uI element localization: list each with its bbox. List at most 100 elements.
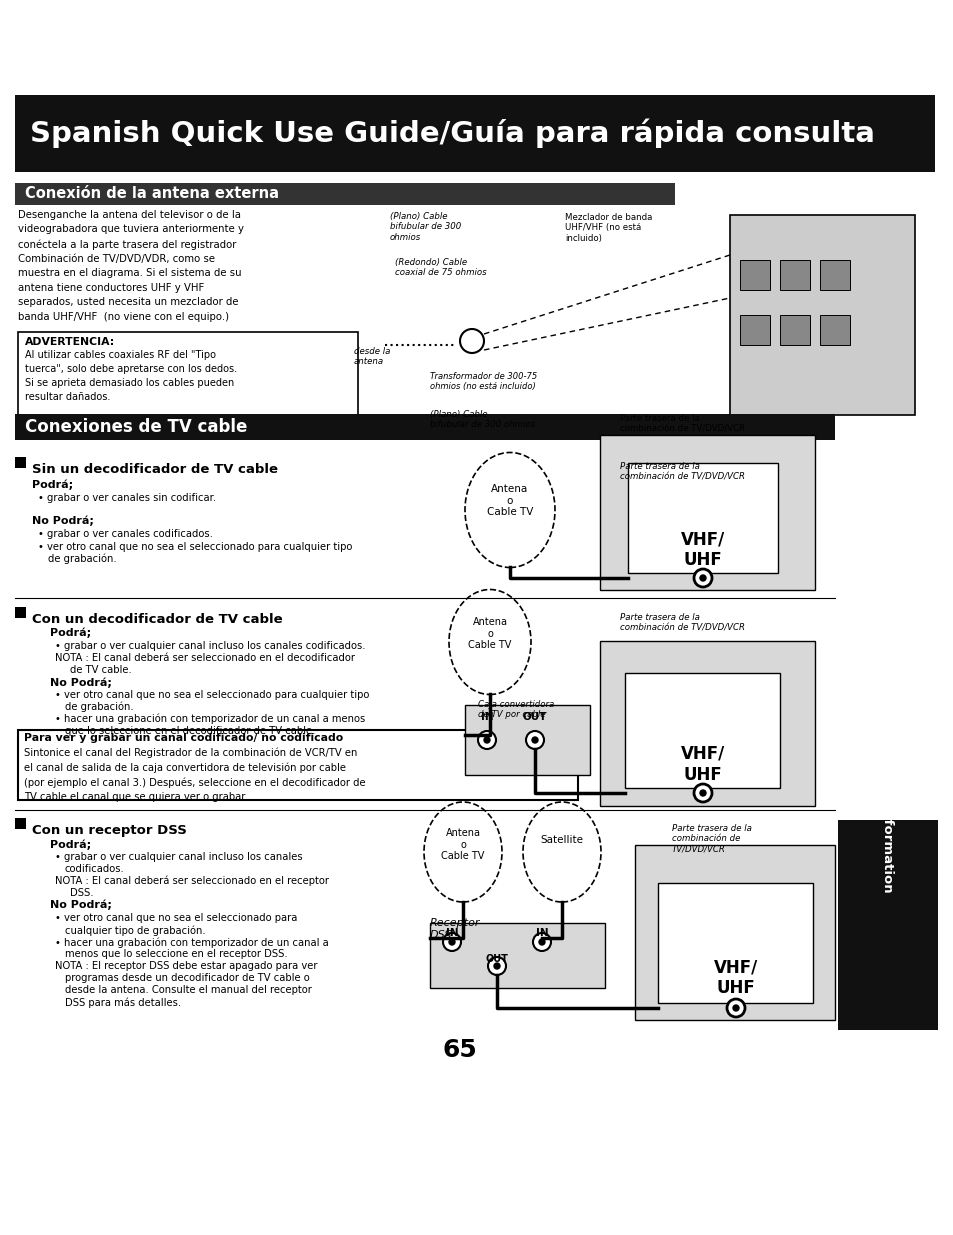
Text: Antena
o
Cable TV: Antena o Cable TV bbox=[441, 827, 484, 861]
Bar bbox=[780, 315, 809, 345]
Circle shape bbox=[726, 999, 744, 1016]
Text: OUT: OUT bbox=[522, 713, 547, 722]
Text: de TV cable.: de TV cable. bbox=[70, 664, 132, 676]
Text: DSS para más detalles.: DSS para más detalles. bbox=[65, 997, 181, 1008]
Text: Parte trasera de la
combinación de TV/DVD/VCR: Parte trasera de la combinación de TV/DV… bbox=[619, 613, 744, 632]
Circle shape bbox=[494, 963, 499, 969]
Text: (Plano) Cable
bifubular de 300 ohmios: (Plano) Cable bifubular de 300 ohmios bbox=[430, 410, 535, 430]
Text: Para ver y grabar un canal codificado/ no codificado: Para ver y grabar un canal codificado/ n… bbox=[24, 734, 343, 743]
Circle shape bbox=[700, 790, 705, 797]
Bar bbox=[599, 435, 814, 590]
Text: NOTA : El canal deberá ser seleccionado en el receptor: NOTA : El canal deberá ser seleccionado … bbox=[55, 876, 329, 887]
Text: NOTA : El receptor DSS debe estar apagado para ver: NOTA : El receptor DSS debe estar apagad… bbox=[55, 961, 317, 971]
Circle shape bbox=[442, 932, 460, 951]
Circle shape bbox=[693, 569, 711, 587]
Text: Parte trasera de la
combinación de TV/DVD/VCR: Parte trasera de la combinación de TV/DV… bbox=[619, 414, 744, 433]
Text: Transformador de 300-75
ohmios (no está incluido): Transformador de 300-75 ohmios (no está … bbox=[430, 372, 537, 391]
Text: No Podrá;: No Podrá; bbox=[50, 677, 112, 688]
Bar bbox=[15, 818, 26, 829]
Circle shape bbox=[732, 1005, 739, 1011]
Text: For Your Information: For Your Information bbox=[881, 737, 894, 893]
Bar bbox=[820, 261, 849, 290]
Circle shape bbox=[525, 731, 543, 748]
Bar bbox=[627, 463, 778, 573]
Text: Spanish Quick Use Guide/Guía para rápida consulta: Spanish Quick Use Guide/Guía para rápida… bbox=[30, 119, 874, 148]
Text: menos que lo seleccione en el receptor DSS.: menos que lo seleccione en el receptor D… bbox=[65, 948, 287, 960]
Bar bbox=[837, 820, 937, 1030]
Bar bbox=[15, 457, 26, 468]
Circle shape bbox=[477, 731, 496, 748]
Text: cualquier tipo de grabación.: cualquier tipo de grabación. bbox=[65, 925, 206, 935]
Text: Conexión de la antena externa: Conexión de la antena externa bbox=[25, 186, 278, 201]
Text: (Redondo) Cable
coaxial de 75 ohmios: (Redondo) Cable coaxial de 75 ohmios bbox=[395, 258, 486, 278]
Text: Sintonice el canal del Registrador de la combinación de VCR/TV en
el canal de sa: Sintonice el canal del Registrador de la… bbox=[24, 748, 365, 802]
Bar bbox=[780, 261, 809, 290]
Bar bbox=[18, 730, 578, 800]
Text: Podrá;: Podrá; bbox=[50, 629, 91, 638]
Text: programas desde un decodificador de TV cable o: programas desde un decodificador de TV c… bbox=[65, 973, 310, 983]
Text: Sin un decodificador de TV cable: Sin un decodificador de TV cable bbox=[32, 463, 277, 475]
Text: Parte trasera de la
combinación de TV/DVD/VCR: Parte trasera de la combinación de TV/DV… bbox=[619, 462, 744, 482]
Text: OUT: OUT bbox=[485, 953, 508, 965]
Text: • ver otro canal que no sea el seleccionado para cualquier tipo: • ver otro canal que no sea el seleccion… bbox=[38, 542, 352, 552]
Text: No Podrá;: No Podrá; bbox=[32, 515, 93, 526]
Bar bbox=[464, 705, 589, 776]
Bar bbox=[740, 315, 769, 345]
Text: Al utilizar cables coaxiales RF del "Tipo
tuerca", solo debe apretarse con los d: Al utilizar cables coaxiales RF del "Tip… bbox=[25, 350, 237, 403]
Bar bbox=[729, 215, 914, 415]
Bar bbox=[15, 183, 675, 205]
Text: Desenganche la antena del televisor o de la
videograbadora que tuviera anteriorm: Desenganche la antena del televisor o de… bbox=[18, 210, 244, 321]
Text: Receptor
DSS: Receptor DSS bbox=[430, 918, 480, 940]
Text: DSS.: DSS. bbox=[70, 888, 93, 898]
Circle shape bbox=[449, 939, 455, 945]
Text: Podrá;: Podrá; bbox=[50, 839, 91, 850]
Bar bbox=[18, 332, 357, 415]
Text: No Podrá;: No Podrá; bbox=[50, 900, 112, 910]
Text: (Plano) Cable
bifubular de 300
ohmios: (Plano) Cable bifubular de 300 ohmios bbox=[390, 212, 460, 242]
Circle shape bbox=[533, 932, 551, 951]
Circle shape bbox=[538, 939, 544, 945]
Text: ADVERTENCIA:: ADVERTENCIA: bbox=[25, 337, 115, 347]
Text: • grabar o ver canales sin codificar.: • grabar o ver canales sin codificar. bbox=[38, 493, 216, 503]
Text: Conexiones de TV cable: Conexiones de TV cable bbox=[25, 417, 247, 436]
Bar bbox=[15, 95, 934, 172]
Text: Satellite: Satellite bbox=[540, 835, 583, 845]
Bar bbox=[15, 606, 26, 618]
Text: que lo seleccione en el decodificador de TV cable.: que lo seleccione en el decodificador de… bbox=[65, 726, 315, 736]
Bar bbox=[624, 673, 780, 788]
Text: • ver otro canal que no sea el seleccionado para: • ver otro canal que no sea el seleccion… bbox=[55, 913, 297, 923]
Text: VHF/
UHF: VHF/ UHF bbox=[680, 530, 724, 569]
Bar bbox=[599, 641, 814, 806]
Text: Parte trasera de la
combinación de
TV/DVD/VCR: Parte trasera de la combinación de TV/DV… bbox=[671, 824, 751, 853]
Text: IN: IN bbox=[445, 927, 457, 939]
Bar bbox=[430, 923, 604, 988]
Text: • grabar o ver canales codificados.: • grabar o ver canales codificados. bbox=[38, 529, 213, 538]
Text: 65: 65 bbox=[442, 1037, 476, 1062]
Text: Con un decodificador de TV cable: Con un decodificador de TV cable bbox=[32, 613, 282, 626]
Text: NOTA : El canal deberá ser seleccionado en el decodificador: NOTA : El canal deberá ser seleccionado … bbox=[55, 653, 355, 663]
Text: codificados.: codificados. bbox=[65, 864, 125, 874]
Text: • grabar o ver cualquier canal incluso los canales codificados.: • grabar o ver cualquier canal incluso l… bbox=[55, 641, 365, 651]
Text: • ver otro canal que no sea el seleccionado para cualquier tipo: • ver otro canal que no sea el seleccion… bbox=[55, 690, 369, 700]
Circle shape bbox=[693, 784, 711, 802]
Text: IN: IN bbox=[536, 927, 548, 939]
Text: Antena
o
Cable TV: Antena o Cable TV bbox=[486, 484, 533, 517]
Text: Podrá;: Podrá; bbox=[32, 479, 73, 489]
Circle shape bbox=[532, 737, 537, 743]
Circle shape bbox=[483, 737, 490, 743]
Text: Con un receptor DSS: Con un receptor DSS bbox=[32, 824, 187, 837]
Text: desde la antena. Consulte el manual del receptor: desde la antena. Consulte el manual del … bbox=[65, 986, 312, 995]
Bar bbox=[820, 315, 849, 345]
Circle shape bbox=[700, 576, 705, 580]
Text: IN: IN bbox=[480, 713, 493, 722]
Bar bbox=[635, 845, 834, 1020]
Bar bbox=[740, 261, 769, 290]
Text: Mezclador de banda
UHF/VHF (no está
incluido): Mezclador de banda UHF/VHF (no está incl… bbox=[564, 212, 652, 243]
Text: • grabar o ver cualquier canal incluso los canales: • grabar o ver cualquier canal incluso l… bbox=[55, 852, 302, 862]
Text: Antena
o
Cable TV: Antena o Cable TV bbox=[468, 618, 511, 650]
Text: desde la
antena: desde la antena bbox=[354, 347, 390, 367]
Text: • hacer una grabación con temporizador de un canal a: • hacer una grabación con temporizador d… bbox=[55, 937, 329, 947]
Text: de grabación.: de grabación. bbox=[65, 701, 133, 713]
Circle shape bbox=[488, 957, 505, 974]
Circle shape bbox=[459, 329, 483, 353]
